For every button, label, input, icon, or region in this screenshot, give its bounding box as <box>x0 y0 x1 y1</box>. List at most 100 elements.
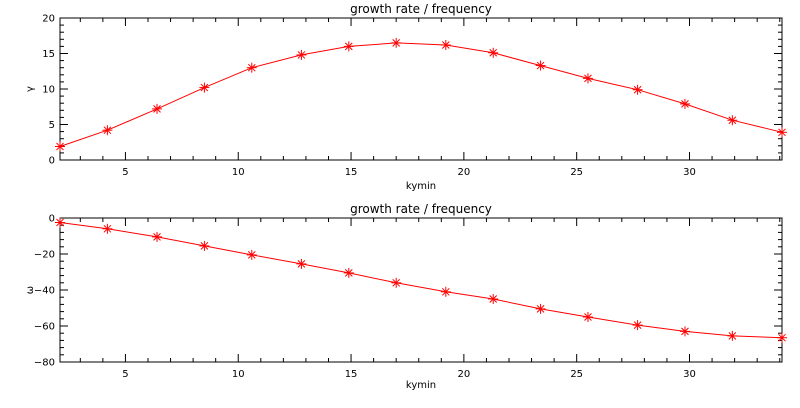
panel1-marker-stroke <box>584 74 592 83</box>
panel1-data-point <box>488 47 499 58</box>
panel1-data-point <box>679 98 690 109</box>
panel2-y-tick-label: −40 <box>34 286 55 297</box>
panel2-data-point <box>535 303 546 314</box>
panel2-y-axis-label: ω <box>25 286 36 294</box>
panel1-marker-stroke <box>56 142 64 151</box>
panel1-x-axis-label: kymin <box>406 181 436 192</box>
panel1-data-point <box>102 125 113 136</box>
panel1-marker-stroke <box>536 61 545 70</box>
panel1-marker-stroke <box>633 85 642 94</box>
panel1-group: 5 10 15 20 25 30 0 5 10 15 20 growth rate / frequen… <box>25 2 787 192</box>
panel1-marker-stroke <box>200 83 209 92</box>
panel2-marker-stroke <box>778 333 786 342</box>
panel1-data-point <box>632 84 643 95</box>
panel1-data-point <box>391 37 402 48</box>
panel2-x-tick-label: 10 <box>232 369 245 380</box>
panel2-x-tick-label: 5 <box>122 369 128 380</box>
panel2-data-point <box>296 258 307 269</box>
panel2-group: 5 10 15 20 25 30 0 −20 −40 −60 −80 growth rate / fr… <box>25 202 787 391</box>
panel1-data-point <box>440 39 451 50</box>
panel2-y-tick-label: −60 <box>34 322 55 333</box>
panel1-y-axis-label: γ <box>25 86 36 92</box>
panel2-y-tick-label: −20 <box>34 250 55 261</box>
panel1-data-point <box>55 141 65 152</box>
panel2-data-point <box>582 312 593 322</box>
panel2-x-tick-label: 20 <box>458 369 471 380</box>
panel1-data-point <box>582 73 593 84</box>
panel2-data-point <box>199 240 210 251</box>
panel1-marker-stroke <box>441 41 450 49</box>
panel1-x-tick-label: 10 <box>232 167 245 178</box>
panel2-data-point <box>440 286 451 297</box>
panel1-data-point <box>152 103 163 114</box>
panel1-marker-stroke <box>392 38 401 47</box>
panel1-data-point <box>199 82 210 93</box>
panel1-x-tick-label: 5 <box>122 167 128 178</box>
panel1-y-tick-label: 10 <box>42 85 55 96</box>
panel2-data-point <box>679 326 690 337</box>
panel2-data-point <box>246 249 257 260</box>
panel2-data-point <box>391 277 402 288</box>
panel1-marker-stroke <box>728 116 737 125</box>
panel1-y-tick-label: 15 <box>42 49 55 60</box>
panel2-marker-stroke <box>728 332 737 340</box>
panel1-y-tick-label: 20 <box>42 14 55 25</box>
panel2-marker-stroke <box>392 278 401 287</box>
panel2-plot-frame <box>59 217 783 363</box>
panel2-marker-stroke <box>536 305 545 313</box>
panel2-marker-stroke <box>56 218 64 227</box>
panel1-marker-stroke <box>297 51 306 59</box>
panel1-plot-frame <box>59 17 783 161</box>
panel2-y-tick-label: 0 <box>49 214 55 225</box>
panel2-title: growth rate / frequency <box>350 202 492 216</box>
panel1-x-tick-label: 25 <box>570 167 583 178</box>
panel2-data-point <box>152 231 163 242</box>
panel1-marker-stroke <box>103 126 112 135</box>
panel2-marker-stroke <box>489 295 498 303</box>
panel2-x-tick-label: 25 <box>570 369 583 380</box>
panel1-y-tick-label: 0 <box>49 156 55 167</box>
panel2-data-point <box>632 320 643 331</box>
panel2-marker-stroke <box>200 242 209 250</box>
panel2-data-point <box>55 217 65 228</box>
panel1-x-tick-label: 15 <box>345 167 358 178</box>
panel2-marker-stroke <box>344 269 353 277</box>
panel2-marker-stroke <box>103 224 112 233</box>
panel1-data-point <box>296 49 307 60</box>
panel1-data-point <box>727 115 738 126</box>
panel2-y-tick-label: −80 <box>34 358 55 369</box>
panel1-data-point <box>246 62 257 73</box>
panel1-series-line <box>59 42 783 147</box>
panel2-data-point <box>727 330 738 341</box>
panel2-marker-stroke <box>153 233 161 241</box>
panel2-marker-stroke <box>441 287 450 296</box>
panel1-marker-stroke <box>681 100 689 108</box>
panel2-data-point <box>343 267 354 278</box>
panel1-marker-stroke <box>778 128 786 137</box>
panel2-data-point <box>777 332 787 343</box>
panel1-x-tick-label: 20 <box>458 167 471 178</box>
panel2-series-line <box>59 222 783 339</box>
panel1-marker-stroke <box>489 48 498 57</box>
panel2-x-tick-label: 15 <box>345 369 358 380</box>
panel1-data-point <box>343 41 354 52</box>
panel1-data-point <box>777 127 787 138</box>
panel1-marker-stroke <box>344 42 353 51</box>
panel1-marker-stroke <box>153 105 161 113</box>
panel2-x-axis-label: kymin <box>406 380 436 391</box>
panel1-y-tick-label: 5 <box>49 120 55 131</box>
panel2-data-point <box>488 294 499 304</box>
panel1-x-tick-label: 30 <box>683 167 696 178</box>
panel1-title: growth rate / frequency <box>350 2 492 16</box>
panel2-data-point <box>102 223 113 234</box>
panel1-data-point <box>535 60 546 71</box>
panel2-marker-stroke <box>681 327 689 336</box>
panel2-x-tick-label: 30 <box>683 369 696 380</box>
panel2-marker-stroke <box>247 251 256 259</box>
panel1-marker-stroke <box>247 63 256 72</box>
panel2-marker-stroke <box>584 313 592 321</box>
panel2-marker-stroke <box>297 260 306 268</box>
panel2-marker-stroke <box>633 321 642 329</box>
